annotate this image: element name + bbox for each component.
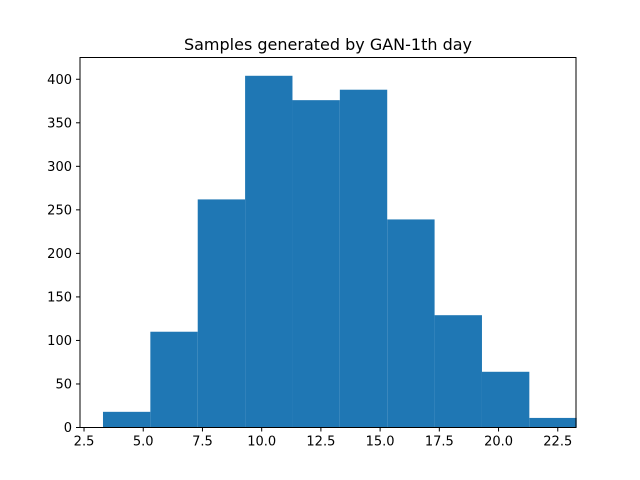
histogram-bar-7 xyxy=(434,315,482,428)
histogram-bar-0 xyxy=(102,411,151,428)
histogram-bar-3 xyxy=(245,75,293,428)
chart-title: Samples generated by GAN-1th day xyxy=(184,35,472,54)
histogram-bar-2 xyxy=(197,199,246,428)
y-axis: 0 50 100 150 200 250 300 350 400 xyxy=(47,73,80,436)
y-tick-label: 350 xyxy=(47,116,72,131)
x-tick-label: 15.0 xyxy=(366,435,395,450)
x-tick-label: 22.5 xyxy=(543,435,572,450)
x-tick-label: 17.5 xyxy=(425,435,454,450)
histogram-bar-1 xyxy=(150,331,198,428)
y-tick-label: 250 xyxy=(47,203,72,218)
y-tick-label: 50 xyxy=(55,377,72,392)
histogram-bar-4 xyxy=(292,100,340,428)
histogram-bar-9 xyxy=(529,417,577,428)
x-tick-label: 20.0 xyxy=(484,435,513,450)
y-tick-label: 300 xyxy=(47,160,72,175)
y-tick-label: 400 xyxy=(47,73,72,88)
x-tick-label: 5.0 xyxy=(133,435,154,450)
y-tick-label: 200 xyxy=(47,247,72,262)
histogram-bar-8 xyxy=(481,371,530,428)
histogram-bar-6 xyxy=(387,219,435,428)
x-tick-label: 12.5 xyxy=(306,435,335,450)
histogram-bar-5 xyxy=(339,89,388,428)
x-tick-label: 2.5 xyxy=(74,435,95,450)
y-tick-label: 0 xyxy=(64,421,72,436)
y-tick-label: 150 xyxy=(47,290,72,305)
bars-group xyxy=(102,75,577,428)
y-tick-label: 100 xyxy=(47,334,72,349)
x-tick-label: 7.5 xyxy=(192,435,213,450)
x-axis: 2.5 5.0 7.5 10.0 12.5 15.0 17.5 20.0 22.5 xyxy=(74,427,572,450)
plot-frame xyxy=(79,57,577,428)
x-tick-label: 10.0 xyxy=(247,435,276,450)
